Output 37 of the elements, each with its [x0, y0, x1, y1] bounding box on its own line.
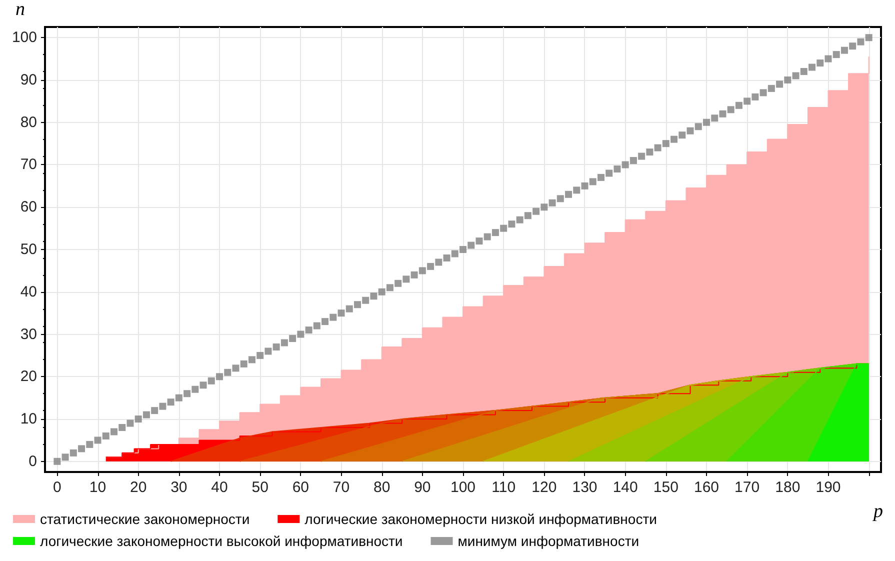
legend-label: статистические закономерности	[40, 511, 250, 527]
x-tick-label: 190	[816, 479, 841, 496]
x-tick-label: 170	[734, 479, 760, 496]
x-tick-label: 40	[211, 479, 228, 496]
x-tick-label: 180	[775, 479, 800, 496]
y-tick-label: 80	[20, 114, 37, 131]
x-tick-label: 120	[532, 479, 557, 496]
legend-label: минимум информативности	[458, 533, 640, 549]
x-tick-label: 50	[252, 479, 268, 496]
y-tick-label: 30	[20, 326, 37, 343]
x-tick-label: 80	[373, 479, 390, 496]
y-tick-label: 40	[20, 283, 37, 300]
y-tick-label: 90	[20, 71, 37, 88]
y-tick-label: 100	[12, 29, 37, 46]
x-tick-label: 150	[653, 479, 678, 496]
x-tick-label: 20	[130, 479, 147, 496]
y-axis-title: n	[16, 0, 25, 20]
y-tick-label: 50	[20, 241, 37, 258]
x-tick-label: 90	[414, 479, 431, 496]
x-tick-label: 110	[492, 479, 516, 496]
x-tick-label: 140	[612, 479, 638, 496]
y-tick-label: 20	[20, 368, 37, 386]
x-tick-label: 100	[450, 479, 476, 496]
legend-label: логические закономерности высокой информативности	[40, 533, 403, 549]
x-tick-label: 130	[572, 479, 598, 496]
x-tick-label: 70	[332, 479, 350, 496]
legend-label: логические закономерности низкой информативности	[304, 511, 657, 527]
x-tick-label: 10	[89, 479, 106, 496]
x-axis-title: p	[872, 501, 883, 522]
x-tick-label: 160	[694, 479, 720, 496]
x-tick-label: 30	[170, 479, 188, 496]
x-tick-label: 0	[53, 479, 62, 496]
x-tick-label: 60	[292, 479, 310, 496]
y-tick-label: 0	[28, 452, 37, 470]
y-tick-label: 70	[20, 156, 37, 174]
y-tick-label: 10	[20, 410, 37, 428]
y-tick-label: 60	[20, 198, 37, 216]
